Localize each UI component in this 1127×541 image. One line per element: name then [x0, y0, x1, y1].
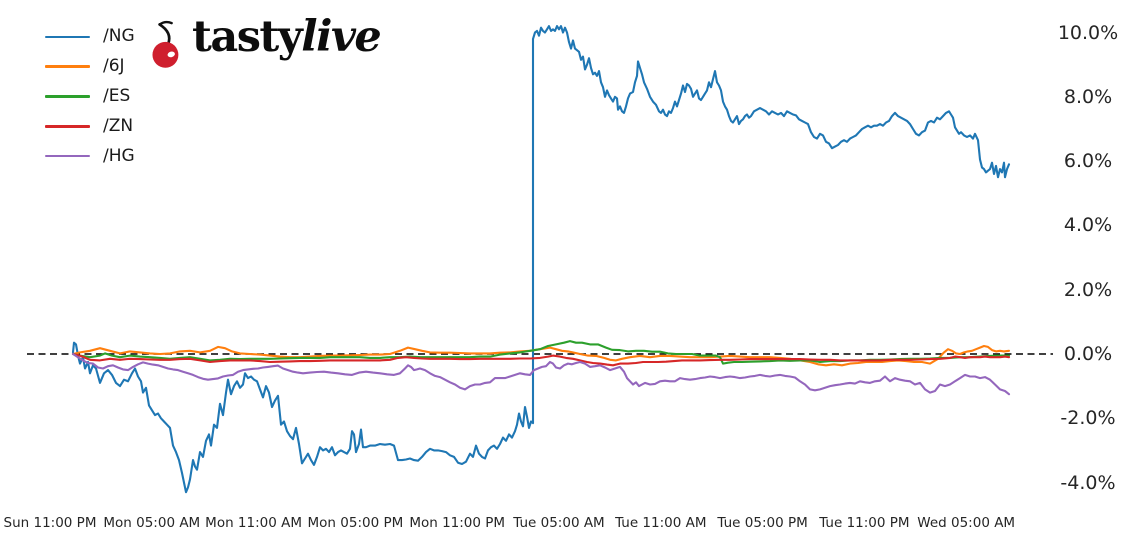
legend-line-swatch [45, 154, 90, 158]
tastylive-logo: tastylive [146, 12, 382, 70]
legend-label: /6J [103, 56, 125, 77]
legend-label: /ES [103, 85, 131, 106]
x-tick-label: Mon 11:00 PM [409, 515, 506, 531]
legend-line-swatch [45, 65, 90, 68]
logo-text-regular: tasty [192, 12, 303, 62]
chart-legend: /NG/6J/ES/ZN/HG [45, 22, 135, 171]
legend-item-zn: /ZN [45, 111, 135, 141]
series-line-hg [71, 352, 1011, 396]
y-tick-label: 4.0% [1063, 214, 1113, 237]
x-tick-label: Mon 05:00 AM [103, 515, 201, 531]
y-tick-label: 8.0% [1063, 85, 1113, 108]
x-tick-label: Wed 05:00 AM [917, 515, 1016, 531]
y-tick-label: 6.0% [1063, 150, 1113, 173]
logo-text-italic: live [301, 12, 382, 62]
legend-label: /HG [103, 145, 135, 166]
series-line-zn [71, 352, 1011, 367]
series-line-ng [71, 25, 1011, 494]
legend-line-swatch [45, 35, 90, 39]
series-line-6j [71, 344, 1011, 367]
legend-item-6j: /6J [45, 52, 135, 82]
legend-line-swatch [45, 124, 90, 128]
legend-item-hg: /HG [45, 141, 135, 171]
legend-line-swatch [45, 95, 90, 98]
cherry-icon [152, 20, 179, 68]
legend-item-ng: /NG [45, 22, 135, 52]
y-tick-label: 2.0% [1063, 278, 1113, 301]
y-tick-label: 0.0% [1063, 343, 1113, 365]
y-tick-label: -2.0% [1060, 407, 1116, 430]
x-tick-label: Mon 05:00 PM [307, 515, 404, 531]
legend-label: /NG [103, 26, 135, 47]
x-tick-label: Mon 11:00 AM [205, 515, 303, 531]
y-tick-label: -4.0% [1060, 471, 1116, 494]
x-tick-label: Sun 11:00 PM [3, 515, 97, 531]
x-tick-label: Tue 11:00 AM [615, 515, 707, 531]
legend-label: /ZN [103, 115, 134, 136]
x-tick-label: Tue 05:00 AM [513, 515, 605, 531]
y-tick-label: 10.0% [1057, 21, 1119, 44]
x-tick-label: Tue 11:00 PM [819, 515, 910, 531]
legend-item-es: /ES [45, 82, 135, 112]
x-tick-label: Tue 05:00 PM [717, 515, 808, 531]
logo-text: tastylive [192, 12, 382, 62]
